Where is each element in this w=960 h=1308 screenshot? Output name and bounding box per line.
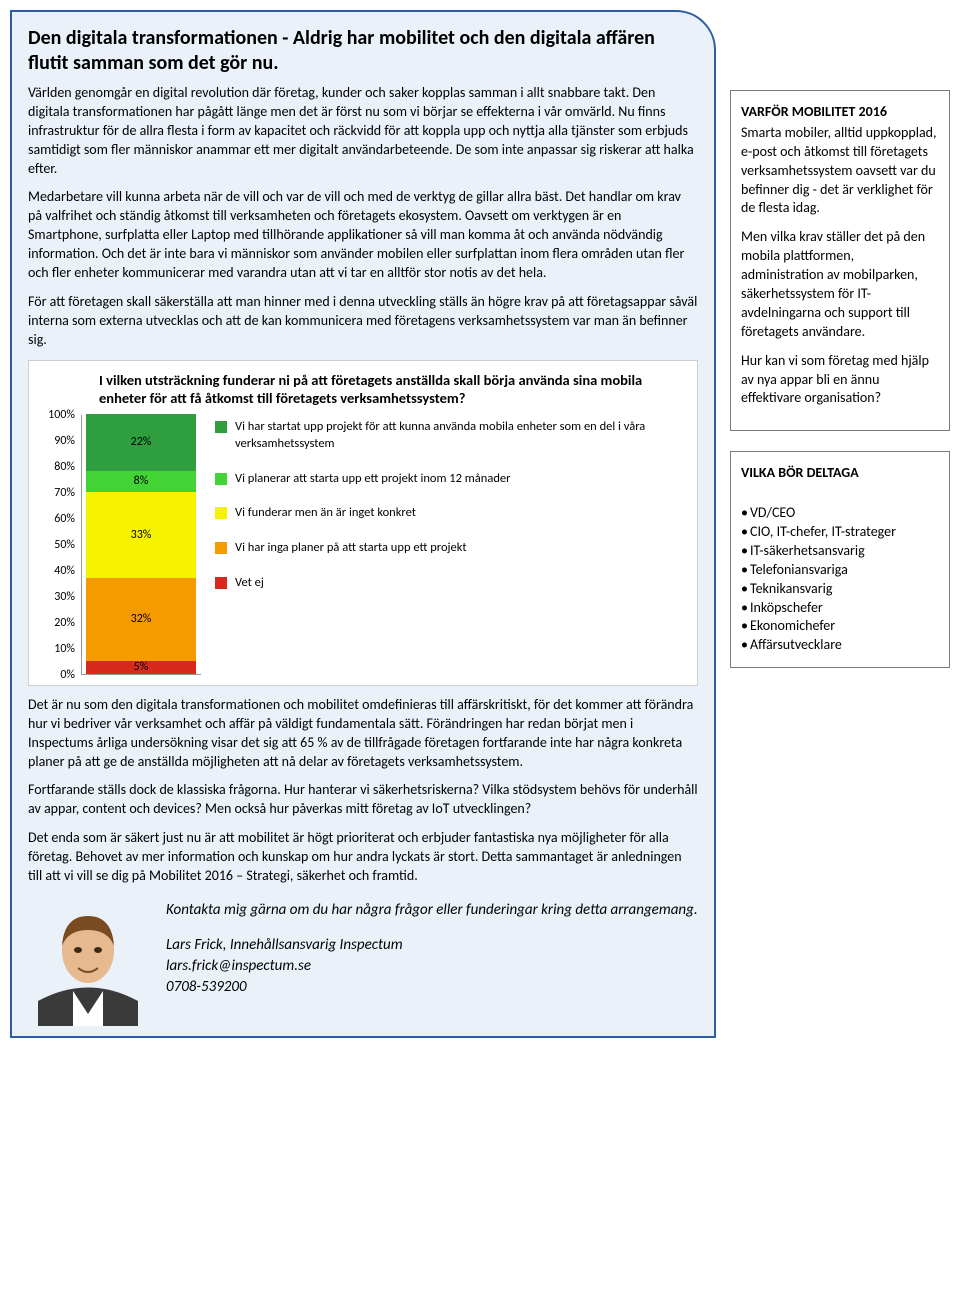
body-paragraph-5: Fortfarande ställs dock de klassiska frå… xyxy=(28,781,698,819)
who-list-item: Affärsutvecklare xyxy=(741,636,939,655)
body-paragraph-4: Det är nu som den digitala transformatio… xyxy=(28,696,698,772)
sidebar-why-p3: Hur kan vi som företag med hjälp av nya … xyxy=(741,352,939,409)
legend-label: Vet ej xyxy=(235,575,264,592)
main-content-panel: Den digitala transformationen - Aldrig h… xyxy=(10,10,716,1038)
chart-segment-startat: 22% xyxy=(86,414,196,471)
who-list-item: CIO, IT-chefer, IT-strateger xyxy=(741,523,939,542)
body-paragraph-6: Det enda som är säkert just nu är att mo… xyxy=(28,829,698,886)
chart-plot: 100%90%80%70%60%50%40%30%20%10%0% 5%32%3… xyxy=(39,415,201,675)
who-list-item: Ekonomichefer xyxy=(741,617,939,636)
legend-item-planerar: Vi planerar att starta upp ett projekt i… xyxy=(215,471,687,488)
sidebar-why-box: VARFÖR MOBILITET 2016 Smarta mobiler, al… xyxy=(730,90,950,431)
intro-paragraph-3: För att företagen skall säkerställa att … xyxy=(28,293,698,350)
legend-swatch xyxy=(215,542,227,554)
sidebar-who-box: VILKA BÖR DELTAGA VD/CEOCIO, IT-chefer, … xyxy=(730,451,950,668)
sidebar-why-p2: Men vilka krav ställer det på den mobila… xyxy=(741,228,939,341)
intro-paragraph-2: Medarbetare vill kunna arbeta när de vil… xyxy=(28,188,698,282)
chart-segment-funderar: 33% xyxy=(86,492,196,578)
chart-segment-planerar: 8% xyxy=(86,471,196,492)
contact-phone: 0708-539200 xyxy=(166,977,698,998)
who-list-item: IT-säkerhetsansvarig xyxy=(741,542,939,561)
legend-item-startat: Vi har startat upp projekt för att kunna… xyxy=(215,419,687,453)
who-list-item: VD/CEO xyxy=(741,504,939,523)
chart-segment-vetej: 5% xyxy=(86,661,196,674)
legend-item-funderar: Vi funderar men än är inget konkret xyxy=(215,505,687,522)
legend-label: Vi har startat upp projekt för att kunna… xyxy=(235,419,687,453)
legend-item-inga: Vi har inga planer på att starta upp ett… xyxy=(215,540,687,557)
author-avatar xyxy=(28,896,148,1026)
legend-label: Vi funderar men än är inget konkret xyxy=(235,505,416,522)
sidebar-who-list: VD/CEOCIO, IT-chefer, IT-strategerIT-säk… xyxy=(741,504,939,655)
intro-paragraph-1: Världen genomgår en digital revolution d… xyxy=(28,84,698,178)
sidebar: VARFÖR MOBILITET 2016 Smarta mobiler, al… xyxy=(730,10,950,1038)
legend-swatch xyxy=(215,473,227,485)
chart-legend: Vi har startat upp projekt för att kunna… xyxy=(215,415,687,675)
who-list-item: Teknikansvarig xyxy=(741,580,939,599)
contact-text: Kontakta mig gärna om du har några frågo… xyxy=(166,896,698,998)
legend-swatch xyxy=(215,421,227,433)
sidebar-who-heading: VILKA BÖR DELTAGA xyxy=(741,464,939,483)
chart-y-axis: 100%90%80%70%60%50%40%30%20%10%0% xyxy=(39,415,81,675)
who-list-item: Inköpschefer xyxy=(741,599,939,618)
legend-item-vetej: Vet ej xyxy=(215,575,687,592)
contact-block: Kontakta mig gärna om du har några frågo… xyxy=(28,896,698,1026)
contact-email: lars.frick@inspectum.se xyxy=(166,956,698,977)
sidebar-why-heading: VARFÖR MOBILITET 2016 xyxy=(741,103,939,122)
who-list-item: Telefoniansvariga xyxy=(741,561,939,580)
page-title: Den digitala transformationen - Aldrig h… xyxy=(28,26,698,76)
contact-name: Lars Frick, Innehållsansvarig Inspectum xyxy=(166,935,698,956)
contact-intro: Kontakta mig gärna om du har några frågo… xyxy=(166,900,698,921)
sidebar-why-p1: Smarta mobiler, alltid uppkopplad, e-pos… xyxy=(741,124,939,218)
legend-swatch xyxy=(215,577,227,589)
legend-label: Vi planerar att starta upp ett projekt i… xyxy=(235,471,510,488)
survey-chart: I vilken utsträckning funderar ni på att… xyxy=(28,360,698,686)
chart-title: I vilken utsträckning funderar ni på att… xyxy=(99,371,687,407)
chart-bar-column: 5%32%33%8%22% xyxy=(81,415,201,675)
chart-segment-inga: 32% xyxy=(86,578,196,661)
legend-swatch xyxy=(215,507,227,519)
legend-label: Vi har inga planer på att starta upp ett… xyxy=(235,540,467,557)
chart-bar-stack: 5%32%33%8%22% xyxy=(86,414,196,674)
